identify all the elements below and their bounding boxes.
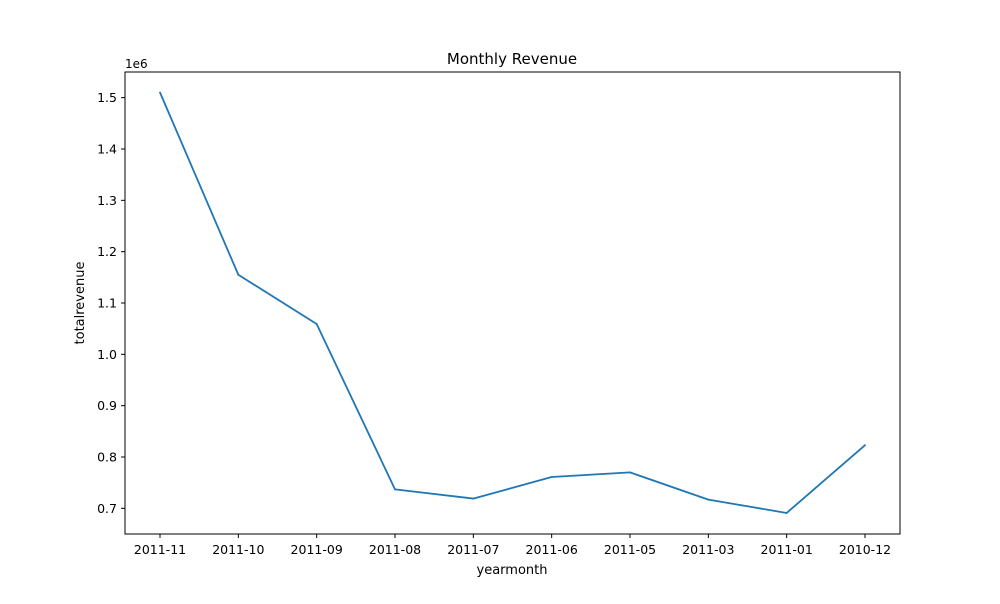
y-tick-label: 0.7 — [97, 501, 117, 516]
data-point — [472, 497, 475, 500]
data-point — [394, 488, 396, 491]
y-tick-label: 1.1 — [97, 296, 117, 311]
x-tick-label: 2011-06 — [526, 542, 578, 557]
x-axis-label: yearmonth — [477, 563, 548, 578]
y-offset-label: 1e6 — [125, 57, 148, 71]
data-point — [159, 91, 161, 94]
y-tick-label: 0.8 — [97, 450, 117, 465]
x-tick-label: 2010-12 — [839, 542, 891, 557]
x-tick-label: 2011-10 — [212, 542, 264, 557]
y-axis-label: totalrevenue — [73, 262, 88, 345]
y-tick-label: 1.4 — [97, 142, 117, 157]
data-point — [237, 273, 240, 276]
y-axis-ticks: 0.7 0.8 0.9 1.0 1.1 1.2 1.3 1.4 1.5 — [97, 90, 125, 516]
data-point — [315, 323, 318, 325]
y-tick-label: 1.3 — [97, 193, 117, 208]
x-tick-label: 2011-01 — [761, 542, 813, 557]
axes-frame — [124, 71, 901, 535]
data-point — [707, 498, 710, 501]
chart-title: Monthly Revenue — [447, 50, 577, 68]
x-tick-label: 2011-11 — [134, 542, 186, 557]
y-tick-label: 1.2 — [97, 244, 117, 259]
data-point — [785, 512, 788, 514]
data-point — [550, 476, 553, 478]
y-tick-label: 1.5 — [97, 90, 117, 105]
series-line — [159, 92, 866, 514]
data-point — [629, 471, 631, 474]
x-tick-label: 2011-07 — [447, 542, 499, 557]
x-tick-label: 2011-08 — [369, 542, 421, 557]
series-group — [159, 91, 866, 514]
data-point — [864, 444, 866, 447]
y-tick-label: 1.0 — [97, 347, 117, 362]
x-axis-ticks: 2011-11 2011-10 2011-09 2011-08 2011-07 2011-… — [134, 534, 891, 557]
x-tick-label: 2011-09 — [291, 542, 343, 557]
x-tick-label: 2011-05 — [604, 542, 656, 557]
x-tick-label: 2011-03 — [682, 542, 734, 557]
y-tick-label: 0.9 — [97, 398, 117, 413]
